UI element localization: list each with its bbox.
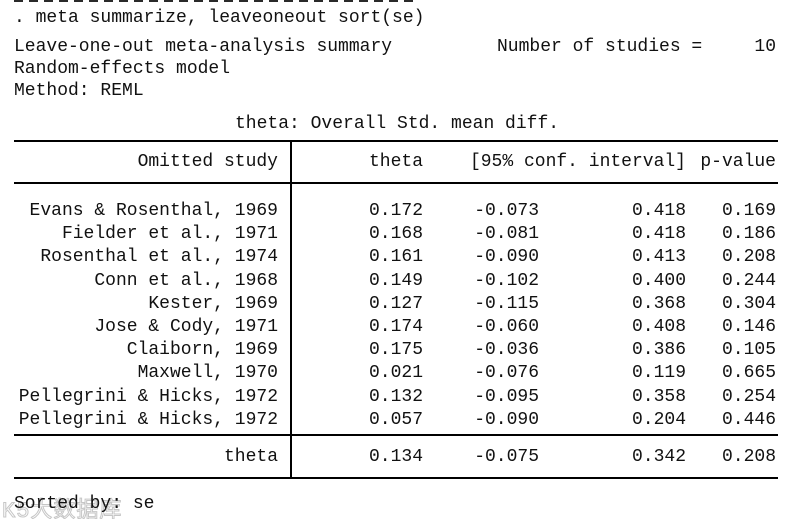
cell-omitted-study: Pellegrini & Hicks, 1972 bbox=[18, 409, 278, 430]
cell-ci-upper: 0.418 bbox=[631, 201, 686, 221]
cell-theta: 0.172 bbox=[368, 201, 423, 221]
cell-omitted-study: Rosenthal et al., 1974 bbox=[40, 247, 278, 268]
cell-ci-upper: 0.204 bbox=[631, 409, 686, 430]
command-line: . meta summarize, leaveoneout sort(se) bbox=[14, 8, 425, 28]
cell-theta: 0.132 bbox=[368, 386, 423, 407]
header-omitted-study: Omitted study bbox=[137, 152, 278, 172]
cell-omitted-study: Conn et al., 1968 bbox=[94, 270, 278, 291]
cell-ci-upper: 0.386 bbox=[631, 340, 686, 361]
cell-omitted-study: Jose & Cody, 1971 bbox=[94, 316, 278, 337]
cell-omitted-study: Fielder et al., 1971 bbox=[61, 224, 278, 245]
cell-p-value: 0.146 bbox=[721, 316, 776, 337]
cell-ci-upper: 0.408 bbox=[631, 316, 686, 337]
summary-ci-upper: 0.342 bbox=[631, 446, 686, 467]
table-body: Evans & Rosenthal, 1969 0.172 -0.073 0.4… bbox=[14, 184, 778, 434]
cell-ci-lower: -0.060 bbox=[474, 316, 539, 337]
cell-theta: 0.175 bbox=[368, 340, 423, 361]
table-row: Conn et al., 1968 0.149 -0.102 0.400 0.2… bbox=[14, 270, 778, 293]
cell-ci-lower: -0.081 bbox=[474, 224, 539, 245]
summary-theta: 0.134 bbox=[368, 446, 423, 467]
cell-ci-upper: 0.400 bbox=[631, 270, 686, 291]
cell-omitted-study: Evans & Rosenthal, 1969 bbox=[29, 201, 278, 221]
cell-p-value: 0.304 bbox=[721, 293, 776, 314]
summary-p-value: 0.208 bbox=[721, 446, 776, 467]
table-vertical-divider bbox=[290, 140, 292, 479]
cell-ci-lower: -0.095 bbox=[474, 386, 539, 407]
summary-title: Leave-one-out meta-analysis summary bbox=[14, 37, 393, 57]
summary-ci-lower: -0.075 bbox=[474, 446, 539, 467]
table-row: Claiborn, 1969 0.175 -0.036 0.386 0.105 bbox=[14, 339, 778, 362]
cell-ci-lower: -0.090 bbox=[474, 409, 539, 430]
watermark: K5大数据库 bbox=[1, 499, 123, 519]
cell-ci-lower: -0.076 bbox=[474, 363, 539, 384]
cell-ci-lower: -0.102 bbox=[474, 270, 539, 291]
cell-theta: 0.021 bbox=[368, 363, 423, 384]
cell-theta: 0.161 bbox=[368, 247, 423, 268]
cell-p-value: 0.208 bbox=[721, 247, 776, 268]
table-row: Fielder et al., 1971 0.168 -0.081 0.418 … bbox=[14, 223, 778, 246]
cell-p-value: 0.105 bbox=[721, 340, 776, 361]
cell-p-value: 0.244 bbox=[721, 270, 776, 291]
table-row: Kester, 1969 0.127 -0.115 0.368 0.304 bbox=[14, 293, 778, 316]
summary-row-label: theta bbox=[223, 446, 278, 467]
table-summary-rule bbox=[14, 434, 778, 436]
cell-omitted-study: Pellegrini & Hicks, 1972 bbox=[18, 386, 278, 407]
cell-ci-upper: 0.358 bbox=[631, 386, 686, 407]
cell-theta: 0.168 bbox=[368, 224, 423, 245]
table-top-rule bbox=[14, 140, 778, 142]
cell-ci-lower: -0.090 bbox=[474, 247, 539, 268]
cell-theta: 0.149 bbox=[368, 270, 423, 291]
cell-ci-upper: 0.119 bbox=[631, 363, 686, 384]
table-row: Jose & Cody, 1971 0.174 -0.060 0.408 0.1… bbox=[14, 316, 778, 339]
table-row: Pellegrini & Hicks, 1972 0.132 -0.095 0.… bbox=[14, 386, 778, 409]
table-row: Pellegrini & Hicks, 1972 0.057 -0.090 0.… bbox=[14, 409, 778, 432]
table-summary-row: theta 0.134 -0.075 0.342 0.208 bbox=[14, 436, 778, 477]
cell-omitted-study: Claiborn, 1969 bbox=[126, 340, 278, 361]
cell-omitted-study: Maxwell, 1970 bbox=[137, 363, 278, 384]
cell-ci-lower: -0.036 bbox=[474, 340, 539, 361]
header-theta: theta bbox=[368, 152, 423, 172]
cell-ci-lower: -0.115 bbox=[474, 293, 539, 314]
cropped-text-artifact bbox=[14, 0, 416, 2]
cell-ci-upper: 0.418 bbox=[631, 224, 686, 245]
theta-note: theta: Overall Std. mean diff. bbox=[235, 114, 560, 134]
header-conf-interval: [95% conf. interval] bbox=[469, 152, 686, 172]
method-line: Method: REML bbox=[14, 81, 144, 101]
cell-ci-upper: 0.368 bbox=[631, 293, 686, 314]
cell-p-value: 0.254 bbox=[721, 386, 776, 407]
table-row: Maxwell, 1970 0.021 -0.076 0.119 0.665 bbox=[14, 362, 778, 385]
cell-theta: 0.174 bbox=[368, 316, 423, 337]
table-header-row: Omitted study theta [95% conf. interval]… bbox=[14, 142, 778, 182]
table-header-rule bbox=[14, 182, 778, 184]
table-row: Evans & Rosenthal, 1969 0.172 -0.073 0.4… bbox=[14, 200, 778, 223]
cell-theta: 0.127 bbox=[368, 293, 423, 314]
sorted-by-line: Sorted by: se bbox=[14, 494, 155, 514]
cell-p-value: 0.665 bbox=[721, 363, 776, 384]
number-of-studies-label: Number of studies = bbox=[497, 37, 703, 57]
leaveoneout-table: Omitted study theta [95% conf. interval]… bbox=[14, 140, 778, 479]
cell-p-value: 0.446 bbox=[721, 409, 776, 430]
table-bottom-rule bbox=[14, 477, 778, 479]
table-row: Rosenthal et al., 1974 0.161 -0.090 0.41… bbox=[14, 246, 778, 269]
cell-p-value: 0.169 bbox=[721, 201, 776, 221]
cell-p-value: 0.186 bbox=[721, 224, 776, 245]
model-line: Random-effects model bbox=[14, 59, 231, 79]
cell-ci-upper: 0.413 bbox=[631, 247, 686, 268]
header-p-value: p-value bbox=[700, 152, 776, 172]
cell-ci-lower: -0.073 bbox=[474, 201, 539, 221]
cell-omitted-study: Kester, 1969 bbox=[148, 293, 278, 314]
cell-theta: 0.057 bbox=[368, 409, 423, 430]
number-of-studies-value: 10 bbox=[754, 37, 776, 57]
